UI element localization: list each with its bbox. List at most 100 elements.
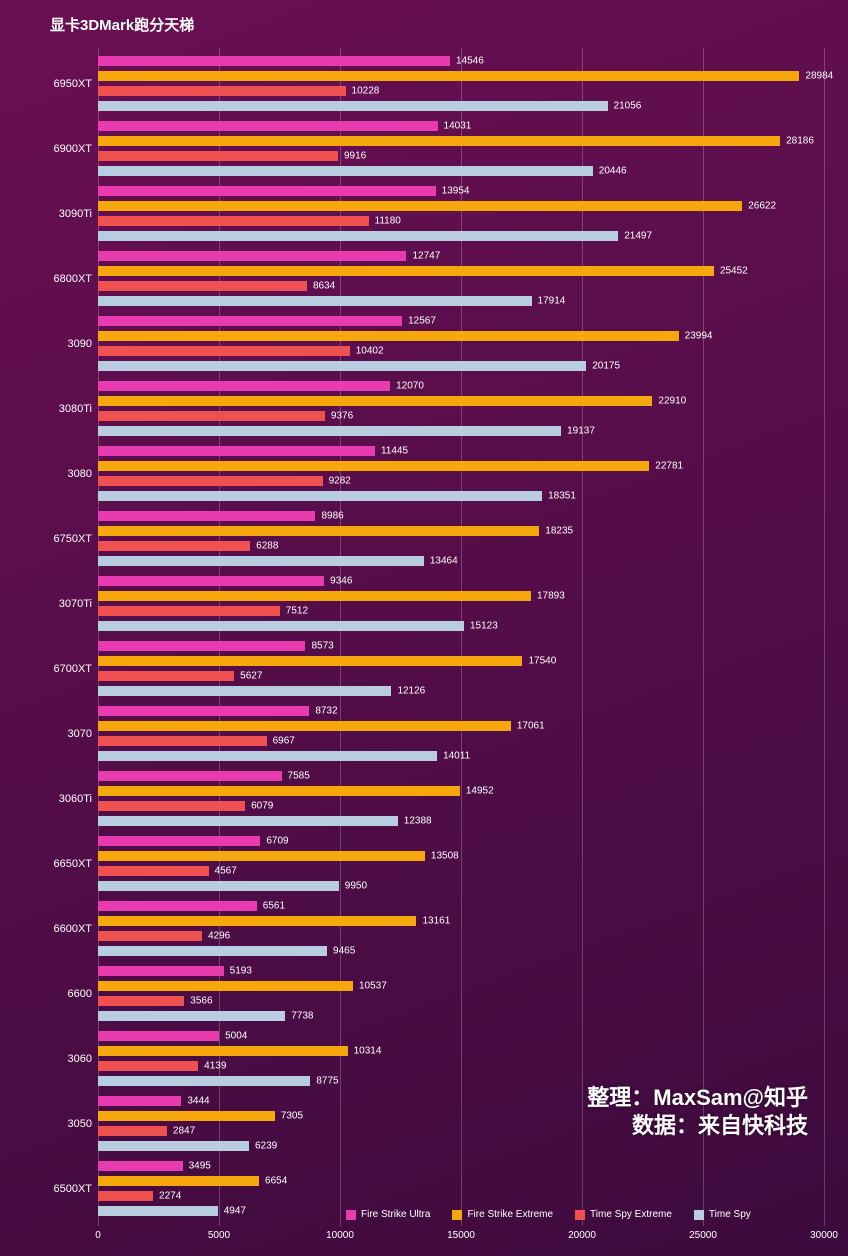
bar — [98, 266, 714, 276]
x-tick-label: 20000 — [568, 1230, 596, 1241]
bar-value: 8573 — [311, 641, 333, 652]
bar — [98, 706, 309, 716]
legend-swatch — [452, 1210, 462, 1220]
bar — [98, 361, 586, 371]
bar — [98, 201, 742, 211]
bar-value: 5193 — [230, 966, 252, 977]
bar-value: 8732 — [315, 706, 337, 717]
bar-value: 19137 — [567, 426, 595, 437]
bar — [98, 526, 539, 536]
bar-value: 18351 — [548, 491, 576, 502]
credit-line-2: 数据：来自快科技 — [632, 1108, 808, 1140]
bar-value: 8986 — [321, 511, 343, 522]
bar-value: 9376 — [331, 411, 353, 422]
bar-value: 5627 — [240, 671, 262, 682]
bar-value: 3566 — [190, 996, 212, 1007]
bar — [98, 591, 531, 601]
bar — [98, 771, 282, 781]
bar — [98, 1061, 198, 1071]
bar-value: 7512 — [286, 606, 308, 617]
bar-value: 25452 — [720, 266, 748, 277]
bar-value: 6239 — [255, 1141, 277, 1152]
bar — [98, 381, 390, 391]
bar-value: 13464 — [430, 556, 458, 567]
bar — [98, 671, 234, 681]
bar — [98, 426, 561, 436]
bar-value: 8775 — [316, 1076, 338, 1087]
bar-value: 8634 — [313, 281, 335, 292]
bar — [98, 606, 280, 616]
bar-value: 28984 — [805, 71, 833, 82]
bar — [98, 396, 652, 406]
bar — [98, 1031, 219, 1041]
x-tick-label: 30000 — [810, 1230, 838, 1241]
bar — [98, 101, 608, 111]
bar-value: 9916 — [344, 151, 366, 162]
bar-value: 3444 — [187, 1096, 209, 1107]
bar — [98, 151, 338, 161]
bar-value: 14011 — [443, 751, 470, 762]
legend-item: Fire Strike Ultra — [346, 1209, 430, 1220]
bar — [98, 166, 593, 176]
bar — [98, 1176, 259, 1186]
bar-value: 17540 — [528, 656, 556, 667]
bar-value: 28186 — [786, 136, 814, 147]
y-axis-label: 3070 — [12, 728, 92, 740]
bar — [98, 1111, 275, 1121]
bar — [98, 316, 402, 326]
bar — [98, 491, 542, 501]
bar-value: 4139 — [204, 1061, 226, 1072]
bar-value: 6288 — [256, 541, 278, 552]
bar — [98, 656, 522, 666]
legend: Fire Strike UltraFire Strike ExtremeTime… — [346, 1209, 751, 1220]
bar — [98, 721, 511, 731]
legend-swatch — [694, 1210, 704, 1220]
bar — [98, 1096, 181, 1106]
bar — [98, 751, 437, 761]
bar-value: 11180 — [375, 216, 401, 227]
bar-value: 17914 — [538, 296, 566, 307]
grid-line — [703, 48, 704, 1226]
bar-value: 6561 — [263, 901, 285, 912]
bar — [98, 216, 369, 226]
legend-swatch — [575, 1210, 585, 1220]
y-axis-label: 3090 — [12, 338, 92, 350]
bar — [98, 231, 618, 241]
bar — [98, 1161, 183, 1171]
bar — [98, 836, 260, 846]
bar-value: 13954 — [442, 186, 470, 197]
bar — [98, 136, 780, 146]
y-axis-label: 3080Ti — [12, 403, 92, 415]
bar — [98, 851, 425, 861]
bar-value: 12070 — [396, 381, 424, 392]
bar — [98, 251, 406, 261]
bar-value: 14031 — [444, 121, 472, 132]
bar — [98, 686, 391, 696]
bar — [98, 966, 224, 976]
plot-area: 1454628984102282105614031281869916204461… — [98, 48, 824, 1226]
y-axis-label: 3060 — [12, 1053, 92, 1065]
bar — [98, 411, 325, 421]
bar-value: 7585 — [288, 771, 310, 782]
grid-line — [582, 48, 583, 1226]
legend-item: Time Spy Extreme — [575, 1209, 672, 1220]
bar-value: 7738 — [291, 1011, 313, 1022]
bar — [98, 86, 346, 96]
x-tick-label: 15000 — [447, 1230, 475, 1241]
bar-value: 6079 — [251, 801, 273, 812]
bar-value: 10228 — [352, 86, 380, 97]
bar — [98, 56, 450, 66]
bar — [98, 71, 799, 81]
bar — [98, 476, 323, 486]
bar — [98, 931, 202, 941]
bar — [98, 946, 327, 956]
bar-value: 13508 — [431, 851, 459, 862]
bar — [98, 576, 324, 586]
bar-value: 4296 — [208, 931, 230, 942]
x-tick-label: 5000 — [208, 1230, 230, 1241]
legend-label: Fire Strike Ultra — [361, 1209, 430, 1220]
y-axis-label: 3050 — [12, 1118, 92, 1130]
bar-value: 3495 — [189, 1161, 211, 1172]
bar-value: 9465 — [333, 946, 355, 957]
y-axis-label: 6700XT — [12, 663, 92, 675]
